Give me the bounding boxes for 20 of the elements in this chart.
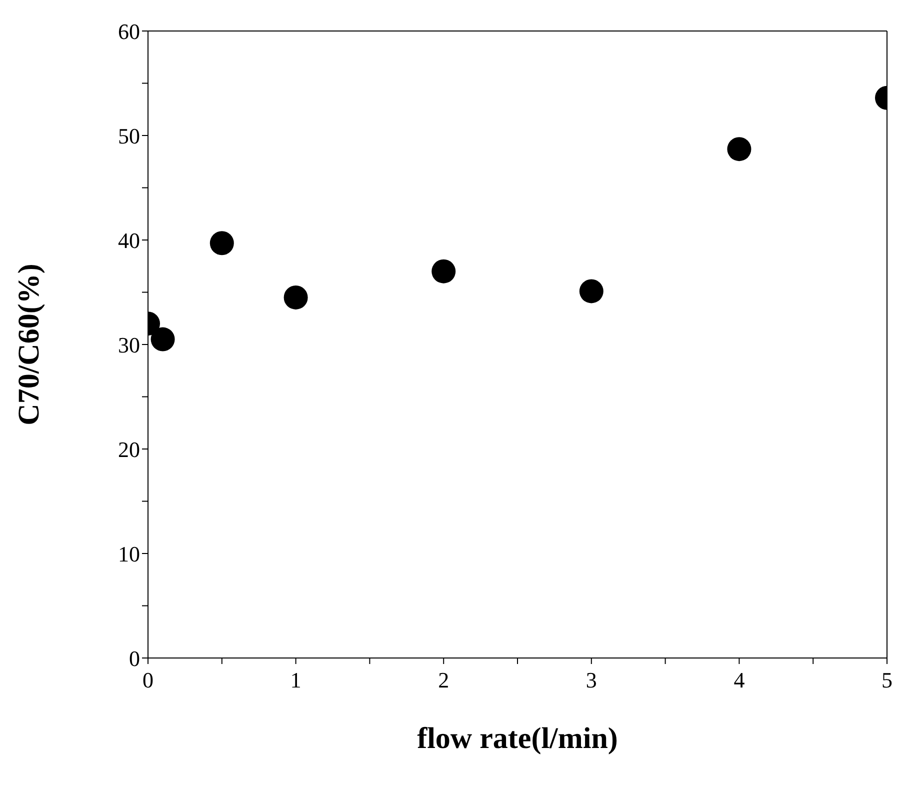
point [579,279,604,304]
y-tick-label: 30 [118,332,140,358]
x-tick-label: 2 [438,668,450,693]
y-axis-title: C70/C60(%) [12,264,46,426]
point [150,327,175,352]
x-axis-title: flow rate(l/min) [417,722,618,755]
point [727,137,752,162]
y-tick-label: 10 [118,541,140,566]
y-tick-label: 0 [129,646,140,671]
point [284,285,308,310]
x-tick-label: 3 [586,668,597,693]
point [210,231,234,256]
y-tick-label: 50 [118,123,140,148]
x-tick-label: 1 [290,668,302,693]
y-tick-label: 20 [118,436,140,462]
y-tick-label: 60 [118,18,140,44]
point [432,259,456,284]
y-tick-label: 40 [118,228,140,253]
x-tick-label: 5 [882,668,892,693]
x-tick-label: 4 [734,668,745,693]
